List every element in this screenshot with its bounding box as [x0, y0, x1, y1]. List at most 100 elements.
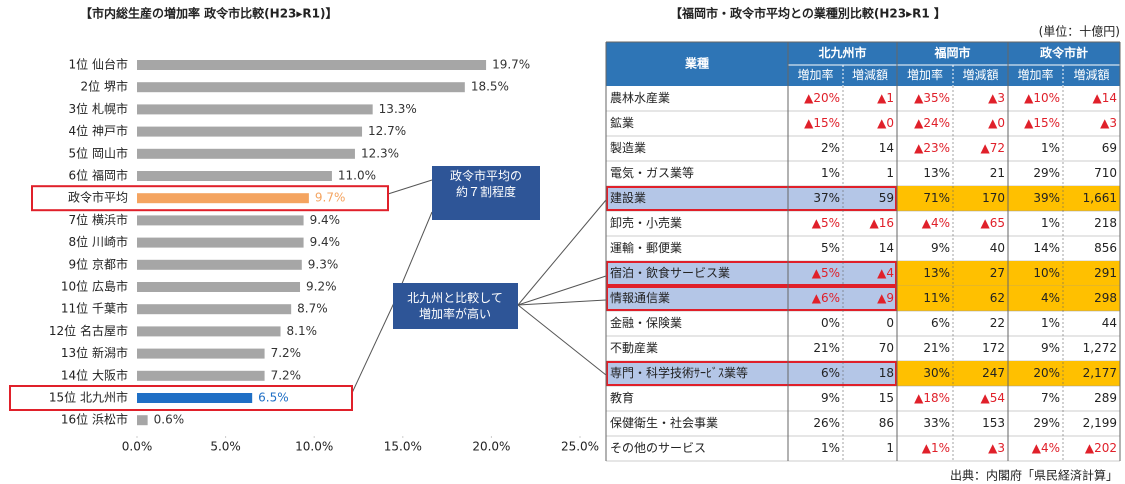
table-cell: 0 — [886, 316, 894, 330]
table-cell: ▲10% — [1024, 91, 1060, 105]
value-label: 9.7% — [315, 191, 346, 205]
table-cell: ▲15% — [1024, 116, 1060, 130]
row-label: 宿泊・飲食サービス業 — [610, 265, 730, 280]
table-cell: ▲5% — [812, 216, 840, 230]
sub-header: 増加率 — [907, 67, 943, 82]
table-cell: ▲35% — [914, 91, 950, 105]
y-tick-label: 7位 横浜市 — [69, 212, 128, 227]
y-tick-label: 4位 神戸市 — [69, 123, 128, 138]
y-tick-label: 15位 北九州市 — [49, 390, 128, 405]
x-tick-label: 5.0% — [210, 440, 241, 454]
table-cell: 27 — [990, 266, 1005, 280]
table-cell: 2,199 — [1083, 416, 1117, 430]
table-cell: ▲65 — [981, 216, 1006, 230]
table-cell: 39% — [1033, 191, 1060, 205]
table-cell: ▲23% — [914, 141, 950, 155]
row-label: 教育 — [610, 390, 634, 405]
table-cell: 2% — [821, 141, 840, 155]
table-cell: 1,661 — [1083, 191, 1117, 205]
table-cell: 1% — [1041, 316, 1060, 330]
table-cell: 5% — [821, 241, 840, 255]
highlight-box — [606, 261, 897, 286]
value-label: 7.2% — [271, 368, 302, 382]
table-cell: 9% — [1041, 341, 1060, 355]
row-label: 電気・ガス業等 — [610, 165, 694, 180]
y-tick-label: 10位 広島市 — [61, 279, 128, 294]
table-cell: 14% — [1033, 241, 1060, 255]
x-tick-label: 15.0% — [384, 440, 422, 454]
row-label: 運輸・郵便業 — [610, 240, 682, 255]
group-header: 政令市計 — [1040, 45, 1088, 60]
y-tick-label: 9位 京都市 — [69, 256, 128, 271]
table-cell: 21% — [813, 341, 840, 355]
value-label: 6.5% — [258, 391, 289, 405]
table-cell: 291 — [1094, 266, 1117, 280]
y-tick-label: 13位 新潟市 — [61, 345, 128, 360]
bar — [137, 126, 363, 137]
table-cell: 1% — [1041, 141, 1060, 155]
y-tick-label: 政令市平均 — [68, 190, 128, 205]
table-cell: 6% — [821, 366, 840, 380]
table-cell: 29% — [1033, 416, 1060, 430]
table-cell: 218 — [1094, 216, 1117, 230]
value-label: 9.4% — [310, 213, 341, 227]
table-cell: ▲1 — [877, 91, 894, 105]
table-cell: ▲1% — [922, 441, 950, 455]
value-label: 9.3% — [308, 257, 339, 271]
table-cell: 289 — [1094, 391, 1117, 405]
table-cell: 70 — [879, 341, 894, 355]
y-tick-label: 2位 堺市 — [81, 79, 128, 94]
table-cell: ▲18% — [914, 391, 950, 405]
table-cell: 14 — [879, 241, 894, 255]
table-header — [606, 42, 1120, 86]
row-label: 保健衛生・社会事業 — [610, 415, 718, 430]
table-cell: 21 — [990, 166, 1005, 180]
bar — [137, 393, 253, 403]
value-label: 13.3% — [379, 102, 417, 116]
table-cell: 856 — [1094, 241, 1117, 255]
table-cell: 1% — [821, 441, 840, 455]
bar — [137, 193, 309, 204]
y-tick-label: 14位 大阪市 — [61, 367, 128, 382]
bar — [137, 304, 292, 315]
row-highlight — [606, 186, 897, 211]
table-cell: 22 — [990, 316, 1005, 330]
table-cell: 172 — [982, 341, 1005, 355]
sub-header: 増加率 — [1017, 67, 1053, 82]
table-cell: ▲3 — [988, 441, 1005, 455]
y-tick-label: 11位 千葉市 — [61, 301, 128, 316]
value-label: 9.4% — [310, 235, 341, 249]
y-tick-label: 1位 仙台市 — [69, 57, 128, 72]
table-cell: ▲6% — [812, 291, 840, 305]
table-cell: 4% — [1041, 291, 1060, 305]
group-header: 北九州市 — [818, 45, 866, 60]
table-cell: ▲4% — [922, 216, 950, 230]
value-label: 18.5% — [471, 80, 509, 94]
row-label: 製造業 — [610, 141, 646, 155]
table-cell: 21% — [923, 341, 950, 355]
y-tick-label: 8位 川崎市 — [69, 234, 128, 249]
row-label: 鉱業 — [610, 115, 634, 130]
y-tick-label: 6位 福岡市 — [69, 168, 128, 183]
table-cell: 710 — [1094, 166, 1117, 180]
table-cell: 1 — [886, 441, 894, 455]
table-cell: 59 — [879, 191, 894, 205]
table-title: 【福岡市・政令市平均との業種別比較(H23▸R1 】 — [670, 6, 946, 21]
table-cell: 1% — [821, 166, 840, 180]
table-cell: ▲5% — [812, 266, 840, 280]
table-cell: 15 — [879, 391, 894, 405]
sub-header: 増加率 — [797, 67, 833, 82]
table-cell: ▲15% — [804, 116, 840, 130]
row-label: 金融・保険業 — [610, 315, 682, 330]
table-cell: 26% — [813, 416, 840, 430]
table-cell: 9% — [931, 241, 950, 255]
highlight-box — [606, 286, 897, 311]
table-cell: ▲4 — [877, 266, 894, 280]
table-cell: ▲0 — [877, 116, 894, 130]
table-cell: ▲9 — [877, 291, 894, 305]
y-tick-label: 3位 札幌市 — [69, 101, 128, 116]
table-cell: 1,272 — [1083, 341, 1117, 355]
bar — [137, 60, 487, 70]
callout-text: 北九州と比較して増加率が高い — [407, 290, 503, 321]
bar — [137, 348, 265, 359]
